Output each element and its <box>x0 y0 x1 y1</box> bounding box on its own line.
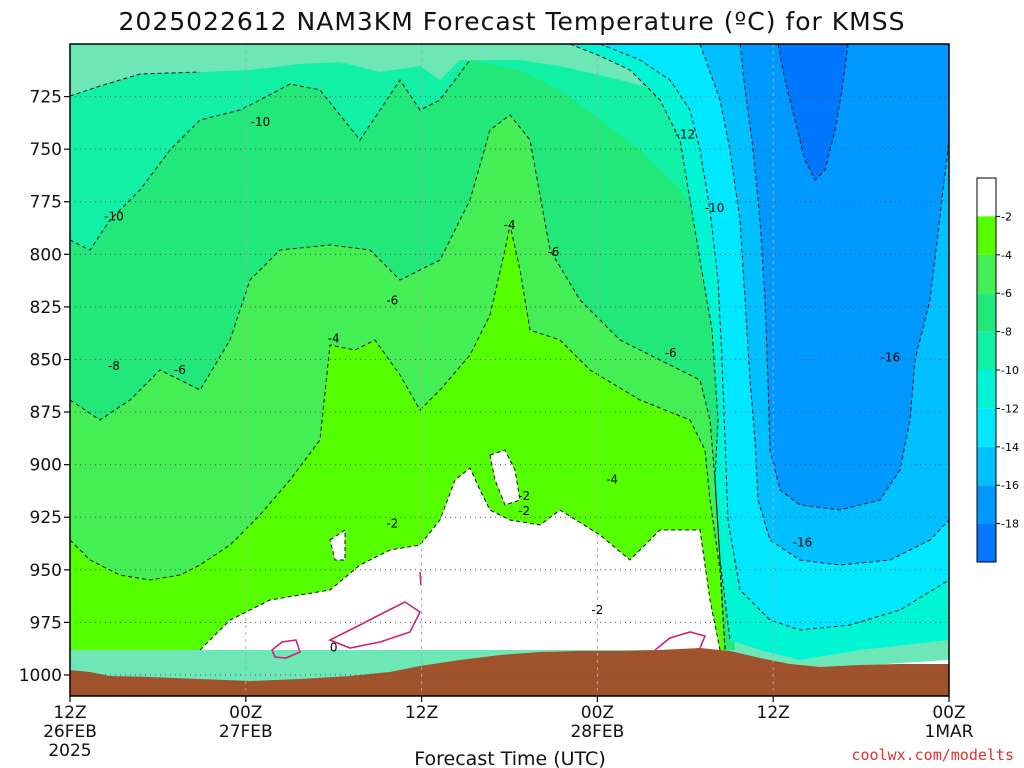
band-below-minus-18 <box>778 44 848 180</box>
contour-line <box>489 449 521 506</box>
y-axis: 725 750 775 800 825 850 875 900 925 950 975 1000 <box>19 88 70 686</box>
y-tick-label: 1000 <box>19 666 62 686</box>
colorbar-label: -12 <box>1001 402 1019 415</box>
contour-label: -10 <box>251 115 271 129</box>
x-tick-label: 12Z <box>757 703 790 723</box>
contour-line <box>199 467 721 651</box>
contour-labels: -10-10-12-10-4-6-6-4-8 -6-6 -16-4-2-2-2-2-… <box>104 115 900 655</box>
y-tick-label: 775 <box>30 193 62 213</box>
y-tick-label: 825 <box>30 298 62 318</box>
contour-line <box>329 529 346 561</box>
colorbar-swatch <box>977 331 996 370</box>
colorbar-label: -6 <box>1001 287 1012 300</box>
y-tick-label: 750 <box>30 140 62 160</box>
y-tick-label: 950 <box>30 561 62 581</box>
y-tick-label: 975 <box>30 613 62 633</box>
zero-contour <box>419 571 422 586</box>
colorbar-label: -2 <box>1001 210 1012 223</box>
x-tick-label: 1MAR <box>925 722 974 742</box>
colorbar: -2 -4 -6 -8 -10 -12 -14 -16 -18 <box>976 177 1019 563</box>
zero-contour <box>654 631 707 651</box>
contour-label: -10 <box>705 201 725 215</box>
contour-label: 0 <box>330 641 338 655</box>
contour-label: -16 <box>793 535 813 549</box>
contour-label: -2 <box>386 517 398 531</box>
y-tick-label: 925 <box>30 508 62 528</box>
y-tick-label: 725 <box>30 88 62 108</box>
contour-line <box>70 71 201 97</box>
colorbar-swatch <box>977 446 996 486</box>
contour-label: -6 <box>386 294 398 308</box>
colorbar-swatch <box>977 370 996 409</box>
contour-line <box>777 44 849 181</box>
band-18-to-16 <box>740 44 949 510</box>
contour-line <box>70 114 726 651</box>
colorbar-swatch <box>977 178 996 217</box>
colorbar-label: -10 <box>1001 364 1019 377</box>
band-above-minus-2-pocket-2 <box>330 530 345 560</box>
x-tick-label: 12Z <box>53 703 86 723</box>
y-tick-label: 875 <box>30 403 62 423</box>
x-tick-label: 28FEB <box>570 722 624 742</box>
contour-label: -2 <box>518 489 530 503</box>
x-tick-label: 00Z <box>932 703 965 723</box>
colorbar-label: -18 <box>1001 518 1019 531</box>
contour-label: -12 <box>675 127 695 141</box>
colorbar-swatch <box>977 216 996 255</box>
plot-area: -10-10-12-10-4-6-6-4-8 -6-6 -16-4-2-2-2-2-… <box>70 44 949 696</box>
x-tick-label: 12Z <box>405 703 438 723</box>
x-tick-label: 27FEB <box>219 722 273 742</box>
zero-contour <box>328 601 422 649</box>
contour-line <box>739 44 949 511</box>
colorbar-swatch <box>977 408 996 447</box>
zero-contours <box>271 571 707 659</box>
y-tick-label: 800 <box>30 245 62 265</box>
y-tick-label: 850 <box>30 350 62 370</box>
plot-frame <box>69 43 950 697</box>
y-tick-label: 900 <box>30 456 62 476</box>
contour-line <box>569 44 731 641</box>
zero-contour <box>271 639 301 659</box>
contour-label: -4 <box>328 331 340 345</box>
colorbar-swatch <box>977 485 996 524</box>
contour-lines <box>70 44 949 651</box>
x-tick-label: 2025 <box>48 741 91 761</box>
band-above-minus-2 <box>200 468 720 650</box>
colorbar-swatch <box>977 254 996 294</box>
contour-label: -4 <box>504 218 516 232</box>
contour-label: -2 <box>518 504 530 518</box>
contour-line <box>699 44 949 566</box>
contour-label: -8 <box>108 359 120 373</box>
colorbar-swatch <box>977 293 996 332</box>
x-tick-label: 00Z <box>581 703 614 723</box>
contour-line <box>599 44 949 631</box>
contour-label: -6 <box>665 346 677 360</box>
colorbar-label: -4 <box>1001 249 1012 262</box>
x-tick-label: 00Z <box>229 703 262 723</box>
contour-label: -6 <box>174 363 186 377</box>
contour-line <box>70 224 726 651</box>
colorbar-label: -14 <box>1001 441 1019 454</box>
colorbar-label: -16 <box>1001 479 1019 492</box>
band-4-to-2-lower <box>70 560 180 650</box>
contour-label: -6 <box>547 245 559 259</box>
band-above-minus-2-pocket <box>490 450 520 505</box>
credit-text: coolwx.com/modelts <box>851 746 1014 764</box>
contour-label: -16 <box>881 350 901 364</box>
colorbar-label: -8 <box>1001 326 1012 339</box>
contour-label: -10 <box>104 209 124 223</box>
contour-label: -4 <box>606 472 618 486</box>
x-tick-label: 26FEB <box>43 722 97 742</box>
x-axis-label: Forecast Time (UTC) <box>414 748 605 768</box>
terrain <box>70 648 949 696</box>
colorbar-swatch <box>977 523 996 562</box>
chart-title: 2025022612 NAM3KM Forecast Temperature (… <box>119 7 906 36</box>
contour-label: -2 <box>591 603 603 617</box>
contour-line <box>70 59 471 251</box>
